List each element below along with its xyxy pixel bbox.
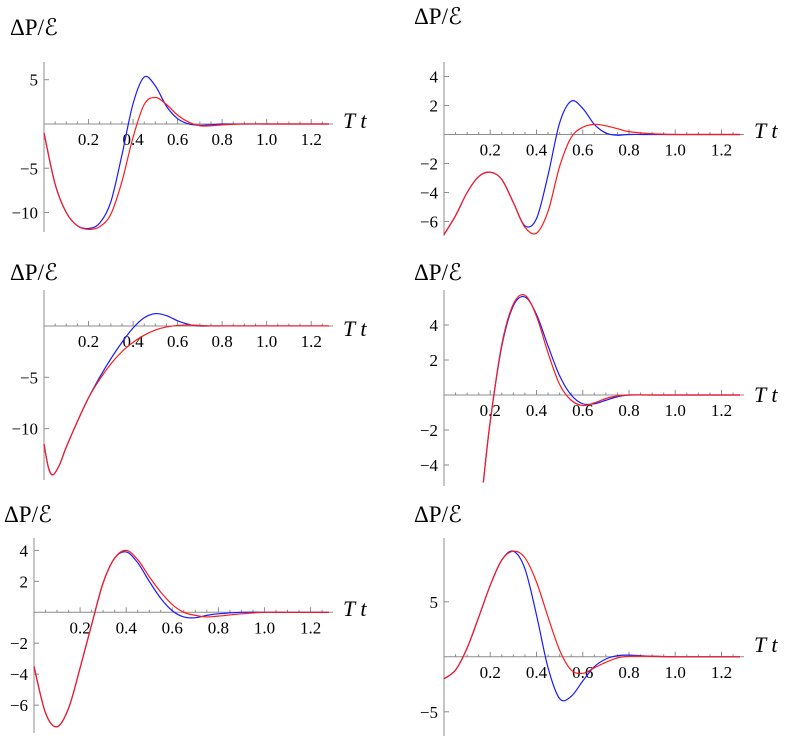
y-tick-label: −4 <box>420 456 439 475</box>
x-tick-label: 1.2 <box>711 401 732 420</box>
x-tick-label: 0.8 <box>618 663 639 682</box>
blue-series-line <box>43 75 329 230</box>
red-series-line <box>43 324 329 476</box>
x-tick-label: 0.6 <box>167 130 188 149</box>
y-tick-label: 2 <box>20 572 29 591</box>
x-axis-label: T t <box>343 316 367 341</box>
y-tick-label: −2 <box>420 421 438 440</box>
x-axis-label: T t <box>343 596 367 621</box>
red-series-line <box>482 294 740 483</box>
blue-series-line <box>482 296 740 483</box>
x-tick-label: 0.2 <box>480 401 501 420</box>
x-tick-label: 0.2 <box>78 130 99 149</box>
y-tick-label: 4 <box>20 541 29 560</box>
y-tick-label: −10 <box>11 420 38 439</box>
red-series-line <box>43 96 329 230</box>
x-tick-label: 1.0 <box>665 141 686 160</box>
x-tick-label: 1.2 <box>711 141 732 160</box>
y-tick-label: −4 <box>10 665 29 684</box>
x-tick-label: 0.6 <box>167 332 188 351</box>
y-axis-label: ΔP/ℰ <box>10 260 58 285</box>
x-tick-label: 1.0 <box>254 618 275 637</box>
red-series-line <box>33 549 329 728</box>
x-tick-label: 0.4 <box>526 141 548 160</box>
chart-panel-4: ΔP/ℰ T t 0.2 0.4 0.6 0.8 1.0 1.2 4 2 −2 −4 <box>414 260 778 486</box>
blue-series-line <box>443 100 740 235</box>
x-tick-label: 0.6 <box>162 618 183 637</box>
chart-panel-3: ΔP/ℰT t0.2 0.4 0.6 0.8 1.0 1.2−5−10 <box>10 260 367 480</box>
y-tick-label: −2 <box>420 155 438 174</box>
x-tick-label: 1.0 <box>256 130 277 149</box>
x-tick-label: 1.2 <box>711 663 732 682</box>
y-axis-label: ΔP/ℰ <box>10 15 58 40</box>
x-tick-label: 0.6 <box>572 141 593 160</box>
x-tick-label: 0.4 <box>526 663 548 682</box>
x-tick-label: 0.2 <box>69 618 90 637</box>
y-tick-label: −6 <box>420 213 438 232</box>
y-axis-label: ΔP/ℰ <box>414 4 462 29</box>
y-tick-label: 4 <box>430 68 439 87</box>
y-tick-label: −4 <box>420 184 439 203</box>
x-tick-label: 0.2 <box>480 663 501 682</box>
y-tick-label: −2 <box>10 634 28 653</box>
y-axis-label: ΔP/ℰ <box>414 260 462 285</box>
x-tick-label: 0.8 <box>618 401 639 420</box>
x-axis-label: T t <box>754 382 778 407</box>
x-tick-label: 0.2 <box>78 332 99 351</box>
blue-series-line <box>33 551 329 728</box>
y-tick-label: −6 <box>10 696 28 715</box>
x-tick-label: 1.2 <box>300 618 321 637</box>
x-tick-label: 0.8 <box>212 332 233 351</box>
red-series-line <box>443 550 740 680</box>
x-tick-label: 0.8 <box>208 618 229 637</box>
x-tick-label: 0.4 <box>122 130 144 149</box>
x-tick-label: 0.6 <box>572 663 593 682</box>
y-tick-label: 5 <box>430 593 439 612</box>
x-tick-label: 1.0 <box>256 332 277 351</box>
y-tick-label: −5 <box>20 159 38 178</box>
y-tick-label: 2 <box>430 351 439 370</box>
x-tick-label: 1.0 <box>665 401 686 420</box>
x-tick-label: 0.6 <box>572 401 593 420</box>
x-tick-label: 0.4 <box>116 618 138 637</box>
y-axis-label: ΔP/ℰ <box>4 502 52 527</box>
x-axis-label: T t <box>754 118 778 143</box>
chart-panel-1: ΔP/ℰ T t 0.2 0.4 0.6 0.8 1.0 1.2 5 −5 −10 <box>10 15 367 232</box>
y-tick-label: 4 <box>430 316 439 335</box>
chart-panel-2: ΔP/ℰ T t 0.2 0.4 0.6 0.8 1.0 1.2 4 2 −2 −4 −6 <box>414 4 778 236</box>
y-tick-label: −10 <box>11 204 38 223</box>
x-tick-label: 1.2 <box>301 332 322 351</box>
chart-panel-6: ΔP/ℰ T t 0.2 0.4 0.6 0.8 1.0 1.2 5 −5 <box>414 502 778 736</box>
y-tick-label: 2 <box>430 97 439 116</box>
x-tick-label: 0.2 <box>480 141 501 160</box>
y-axis-label: ΔP/ℰ <box>414 502 462 527</box>
x-tick-label: 1.0 <box>665 663 686 682</box>
x-axis-label: T t <box>343 108 367 133</box>
x-tick-label: 0.8 <box>618 141 639 160</box>
red-series-line <box>443 123 740 235</box>
x-axis-label: T t <box>754 632 778 657</box>
x-tick-label: 1.2 <box>301 130 322 149</box>
y-tick-label: −5 <box>20 368 38 387</box>
y-tick-label: −5 <box>420 703 438 722</box>
chart-panel-5: ΔP/ℰ T t 0.2 0.4 0.6 0.8 1.0 1.2 4 2 −2 −4 −6 <box>4 502 367 733</box>
x-tick-label: 0.8 <box>212 130 233 149</box>
y-tick-label: 5 <box>30 71 39 90</box>
x-tick-label: 0.4 <box>526 401 548 420</box>
